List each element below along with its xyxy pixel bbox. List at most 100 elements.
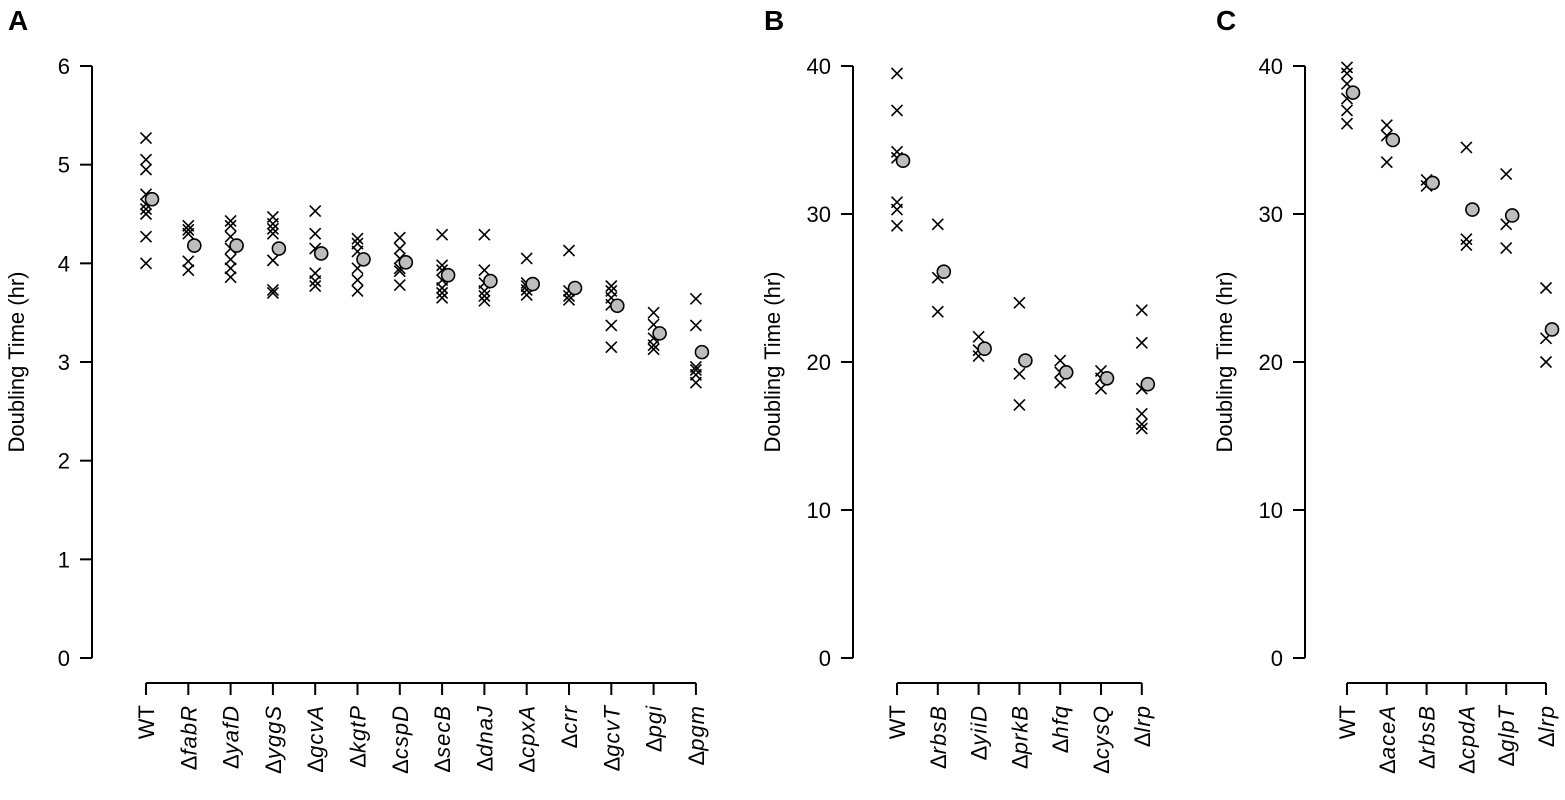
replicate-point bbox=[309, 204, 322, 218]
x-tick-label: ΔcspD bbox=[388, 705, 413, 774]
gene-name: yafD bbox=[219, 705, 244, 756]
replicate-point bbox=[436, 291, 449, 304]
replicate-point bbox=[1013, 296, 1026, 309]
replicate-point bbox=[689, 319, 702, 332]
mean-point bbox=[1345, 85, 1361, 100]
x-tick-label: ΔaceA bbox=[1375, 705, 1400, 774]
replicate-point bbox=[1135, 418, 1148, 431]
x-tick-label: Δpgm bbox=[684, 705, 709, 766]
y-tick-label: 40 bbox=[807, 54, 831, 79]
mean-point bbox=[977, 341, 992, 356]
mean-point bbox=[483, 273, 498, 289]
x-tick-label: ΔprkB bbox=[1007, 705, 1032, 769]
gene-name: rbsB bbox=[1415, 705, 1440, 754]
replicate-point bbox=[393, 278, 406, 292]
gene-name: dnaJ bbox=[472, 705, 497, 757]
mean-point bbox=[398, 255, 414, 270]
x-tick-label: ΔyafD bbox=[219, 705, 244, 769]
delta-prefix: Δ bbox=[430, 758, 455, 773]
replicate-point bbox=[139, 153, 153, 166]
replicate-point bbox=[266, 227, 279, 240]
replicate-point bbox=[436, 228, 449, 241]
x-tick-label: WT bbox=[885, 705, 910, 739]
gene-name: pgm bbox=[684, 705, 709, 752]
replicate-point bbox=[1460, 239, 1473, 252]
y-tick-label: 0 bbox=[58, 646, 70, 671]
delta-prefix: Δ bbox=[219, 754, 244, 769]
replicate-point bbox=[605, 319, 618, 332]
x-tick-label: ΔdnaJ bbox=[472, 705, 497, 771]
gene-name: cpdA bbox=[1454, 705, 1479, 759]
replicate-point bbox=[1500, 241, 1513, 255]
replicate-point bbox=[647, 306, 660, 319]
gene-name: kgtP bbox=[346, 705, 371, 753]
replicate-point bbox=[1340, 117, 1354, 130]
x-tick-label: Δhfq bbox=[1048, 705, 1073, 753]
y-tick-label: 5 bbox=[58, 153, 70, 178]
delta-prefix: Δ bbox=[303, 758, 328, 773]
replicate-point bbox=[224, 214, 237, 227]
panel-a: A Doubling Time (hr) 0123456WTΔfabRΔyafD… bbox=[4, 5, 710, 774]
gene-name: secB bbox=[430, 705, 455, 758]
mean-point bbox=[609, 298, 625, 314]
mean-point bbox=[567, 280, 583, 296]
replicate-point bbox=[266, 283, 279, 297]
y-tick-label: 0 bbox=[1271, 646, 1283, 671]
strain-name: WT bbox=[885, 705, 910, 739]
x-tick-label: ΔfabR bbox=[176, 705, 201, 770]
replicate-point bbox=[1539, 355, 1553, 369]
replicate-point bbox=[224, 219, 237, 232]
delta-prefix: Δ bbox=[1534, 732, 1559, 747]
mean-point bbox=[936, 264, 952, 280]
delta-prefix: Δ bbox=[557, 733, 582, 748]
replicate-point bbox=[393, 231, 406, 244]
replicate-point bbox=[1340, 104, 1354, 117]
delta-prefix: Δ bbox=[1415, 754, 1440, 769]
y-tick-label: 1 bbox=[58, 547, 70, 572]
gene-name: prkB bbox=[1007, 705, 1032, 755]
y-tick-label: 30 bbox=[1259, 202, 1283, 227]
replicate-point bbox=[890, 104, 904, 117]
replicate-point bbox=[478, 264, 491, 277]
delta-prefix: Δ bbox=[1007, 754, 1032, 769]
replicate-point bbox=[890, 219, 904, 232]
replicate-point bbox=[182, 255, 195, 268]
replicate-point bbox=[1460, 233, 1473, 246]
replicate-point bbox=[1380, 156, 1393, 169]
x-tick-label: WT bbox=[134, 705, 159, 739]
x-tick-label: ΔgcvA bbox=[303, 705, 328, 773]
replicate-point bbox=[890, 203, 904, 216]
gene-name: fabR bbox=[176, 705, 201, 755]
y-tick-label: 40 bbox=[1259, 54, 1283, 79]
replicate-point bbox=[182, 264, 195, 277]
replicate-point bbox=[562, 293, 576, 306]
replicate-point bbox=[351, 284, 364, 298]
gene-name: cpxA bbox=[515, 705, 540, 758]
x-tick-label: ΔkgtP bbox=[346, 705, 371, 768]
delta-prefix: Δ bbox=[967, 745, 992, 760]
replicate-point bbox=[436, 281, 449, 295]
replicate-point bbox=[1340, 61, 1354, 74]
replicate-point bbox=[1539, 281, 1553, 295]
y-axis-title-a: Doubling Time (hr) bbox=[4, 272, 29, 453]
replicate-point bbox=[1135, 336, 1148, 349]
replicate-point bbox=[224, 271, 237, 284]
replicate-point bbox=[931, 305, 944, 318]
gene-name: gcvT bbox=[599, 704, 624, 756]
delta-prefix: Δ bbox=[176, 755, 201, 770]
strain-name: WT bbox=[134, 705, 159, 739]
y-tick-label: 3 bbox=[58, 350, 70, 375]
mean-point bbox=[1385, 132, 1401, 148]
y-tick-label: 10 bbox=[807, 498, 831, 523]
replicate-point bbox=[266, 217, 279, 230]
replicate-point bbox=[309, 275, 322, 288]
mean-point bbox=[440, 267, 456, 283]
mean-point bbox=[271, 241, 287, 256]
panel-letter-a: A bbox=[8, 5, 28, 36]
replicate-point bbox=[689, 376, 702, 389]
replicate-point bbox=[972, 330, 985, 343]
x-tick-label: ΔcpdA bbox=[1454, 705, 1479, 774]
mean-point bbox=[1058, 365, 1074, 380]
gene-name: rbsB bbox=[926, 705, 951, 754]
